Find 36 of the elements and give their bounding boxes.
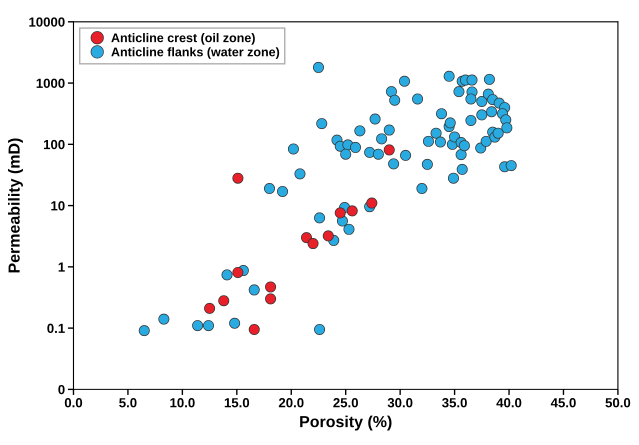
x-tick-label: 50.0 <box>605 398 630 408</box>
point <box>232 172 244 184</box>
y-tick-label: 10000 <box>29 17 65 27</box>
y-tick-label: 1 <box>58 262 65 272</box>
y-axis-title: Permeability (mD) <box>8 138 23 272</box>
point <box>248 324 260 335</box>
x-tick-label: 25.0 <box>333 398 358 408</box>
y-tick-label: 0 <box>58 384 65 394</box>
point <box>218 295 230 306</box>
x-tick-label: 40.0 <box>496 398 522 408</box>
point <box>204 302 216 314</box>
x-tick-label: 10.0 <box>170 398 195 408</box>
point <box>232 266 244 278</box>
point <box>265 281 276 292</box>
point <box>384 144 395 156</box>
point <box>308 238 319 250</box>
point <box>301 232 312 244</box>
x-tick-label: 45.0 <box>550 398 576 408</box>
point <box>322 230 334 242</box>
point <box>334 207 346 218</box>
x-tick-label: 30.0 <box>388 398 412 408</box>
y-tick-label: 1000 <box>36 78 65 88</box>
legend-label: Anticline flanks (water zone) <box>111 47 280 59</box>
point <box>366 198 378 209</box>
x-axis-title: Porosity (%) <box>300 416 392 430</box>
y-tick-label: 10 <box>51 201 65 210</box>
y-tick-label: 100 <box>44 140 65 150</box>
x-tick-label: 15.0 <box>224 398 250 408</box>
point <box>346 205 358 216</box>
x-tick-label: 35.0 <box>442 398 467 408</box>
y-tick-label: 0.1 <box>47 324 65 334</box>
legend-label: Anticline crest (oil zone) <box>111 33 255 45</box>
x-tick-label: 0.0 <box>64 398 82 408</box>
x-tick-label: 20.0 <box>278 398 304 408</box>
x-tick-label: 5.0 <box>119 398 137 408</box>
point <box>265 293 276 304</box>
